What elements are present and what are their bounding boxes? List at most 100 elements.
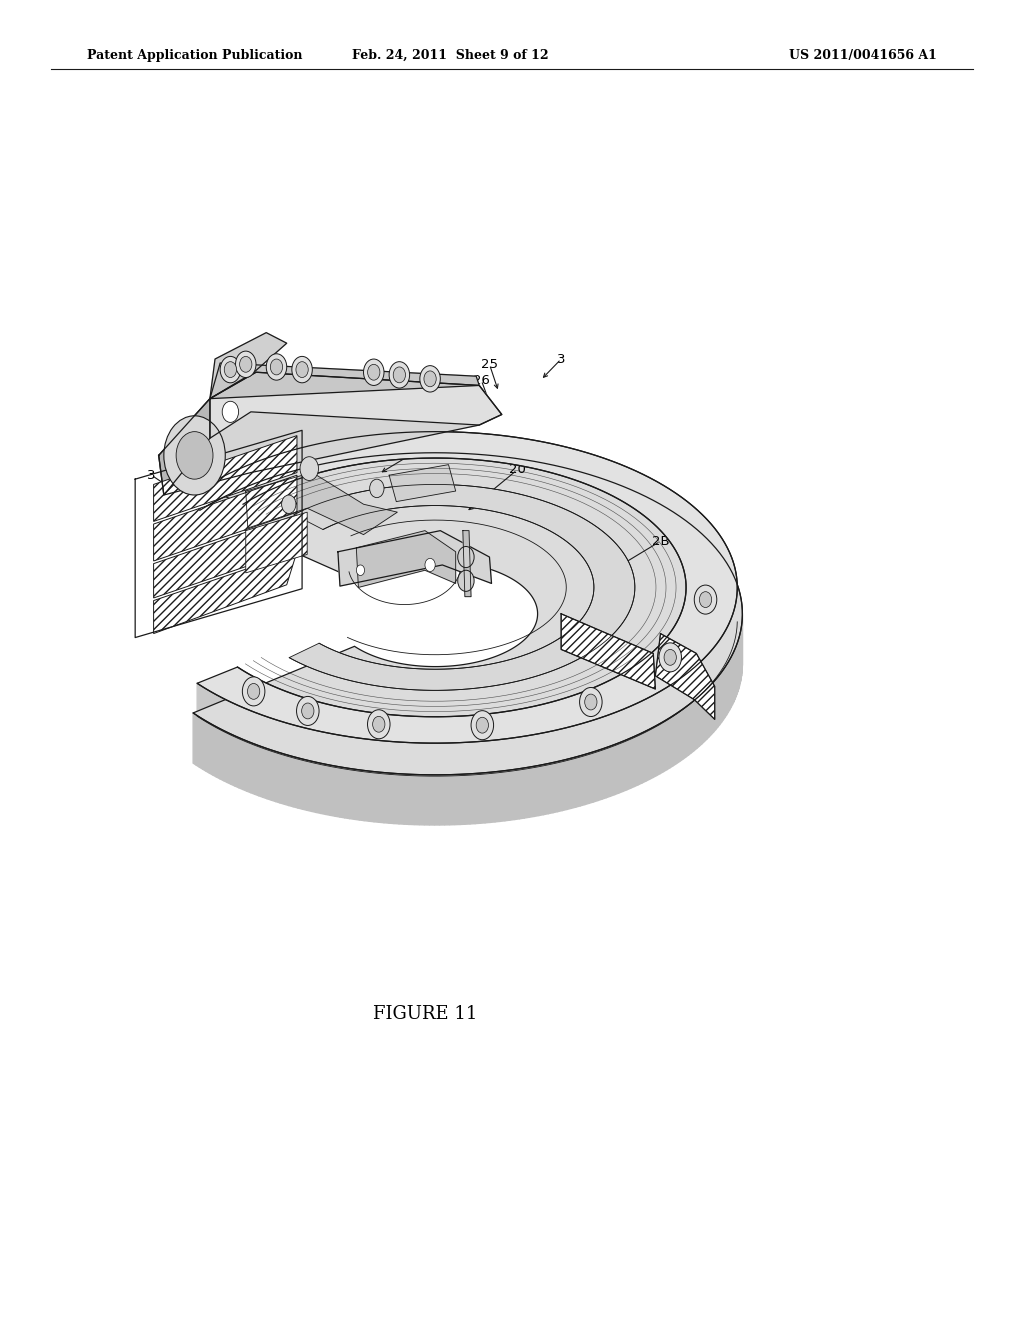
Polygon shape	[718, 675, 720, 727]
Polygon shape	[213, 693, 217, 727]
Polygon shape	[667, 718, 670, 770]
Polygon shape	[638, 733, 642, 785]
Polygon shape	[331, 766, 335, 816]
Polygon shape	[676, 680, 679, 715]
Polygon shape	[216, 727, 220, 779]
Polygon shape	[197, 715, 200, 767]
Circle shape	[176, 432, 213, 479]
Polygon shape	[434, 775, 439, 825]
Polygon shape	[460, 774, 465, 825]
Polygon shape	[723, 668, 725, 719]
Circle shape	[296, 362, 308, 378]
Polygon shape	[603, 715, 607, 750]
Polygon shape	[289, 484, 635, 690]
Polygon shape	[243, 739, 247, 791]
Polygon shape	[727, 663, 728, 715]
Polygon shape	[420, 743, 425, 776]
Polygon shape	[335, 766, 340, 817]
Polygon shape	[573, 725, 578, 759]
Polygon shape	[380, 741, 385, 774]
Polygon shape	[709, 684, 712, 737]
Polygon shape	[513, 737, 518, 771]
Polygon shape	[485, 772, 489, 822]
Text: 19: 19	[371, 412, 387, 425]
Polygon shape	[715, 644, 717, 680]
Text: 3: 3	[147, 469, 156, 482]
Polygon shape	[365, 771, 370, 821]
Polygon shape	[653, 693, 656, 729]
Text: Patent Application Publication: Patent Application Publication	[87, 49, 302, 62]
Polygon shape	[524, 767, 529, 818]
Polygon shape	[705, 689, 707, 742]
Text: 2: 2	[723, 574, 731, 587]
Polygon shape	[389, 774, 394, 824]
Polygon shape	[489, 772, 495, 822]
Polygon shape	[390, 742, 395, 775]
Polygon shape	[713, 647, 715, 681]
Polygon shape	[569, 726, 573, 760]
Polygon shape	[429, 775, 434, 825]
Circle shape	[236, 351, 256, 378]
Text: 6: 6	[438, 405, 446, 418]
Polygon shape	[332, 734, 337, 768]
Circle shape	[580, 688, 602, 717]
Polygon shape	[444, 743, 450, 776]
Polygon shape	[271, 750, 275, 801]
Text: 17: 17	[417, 440, 433, 453]
Circle shape	[292, 356, 312, 383]
Polygon shape	[660, 722, 664, 774]
Polygon shape	[716, 677, 718, 730]
Polygon shape	[611, 713, 615, 747]
Circle shape	[248, 684, 260, 700]
Polygon shape	[628, 706, 631, 741]
Polygon shape	[479, 741, 484, 775]
Polygon shape	[258, 714, 262, 748]
Polygon shape	[154, 515, 297, 598]
Polygon shape	[223, 730, 227, 783]
Polygon shape	[375, 741, 380, 774]
Polygon shape	[389, 465, 456, 502]
Text: 3: 3	[557, 352, 565, 366]
Polygon shape	[200, 717, 203, 770]
Polygon shape	[681, 676, 684, 710]
Polygon shape	[631, 705, 635, 739]
Polygon shape	[659, 690, 663, 725]
Polygon shape	[223, 698, 227, 734]
Polygon shape	[337, 735, 342, 768]
Polygon shape	[537, 733, 542, 767]
Polygon shape	[505, 770, 510, 821]
Circle shape	[694, 585, 717, 614]
Polygon shape	[673, 714, 677, 766]
Circle shape	[164, 416, 225, 495]
Polygon shape	[720, 672, 722, 725]
Polygon shape	[356, 738, 360, 771]
Polygon shape	[679, 677, 681, 713]
Circle shape	[356, 565, 365, 576]
Polygon shape	[311, 762, 316, 812]
Polygon shape	[360, 738, 366, 772]
Polygon shape	[395, 742, 399, 775]
Text: 23: 23	[458, 389, 474, 403]
Polygon shape	[439, 743, 444, 776]
Polygon shape	[346, 737, 351, 770]
Polygon shape	[474, 742, 479, 775]
Polygon shape	[154, 475, 297, 561]
Polygon shape	[599, 717, 603, 751]
Polygon shape	[323, 733, 328, 766]
Polygon shape	[635, 735, 638, 787]
Polygon shape	[399, 774, 404, 824]
Polygon shape	[723, 632, 725, 667]
Polygon shape	[328, 733, 332, 767]
Polygon shape	[465, 774, 470, 824]
Polygon shape	[313, 730, 318, 764]
Polygon shape	[469, 742, 474, 775]
Polygon shape	[712, 682, 714, 734]
Polygon shape	[731, 655, 732, 708]
Polygon shape	[194, 713, 197, 766]
Polygon shape	[620, 709, 624, 743]
Polygon shape	[404, 742, 410, 776]
Polygon shape	[455, 775, 460, 825]
Polygon shape	[680, 709, 683, 762]
Polygon shape	[504, 738, 508, 772]
Text: 20: 20	[509, 463, 525, 477]
